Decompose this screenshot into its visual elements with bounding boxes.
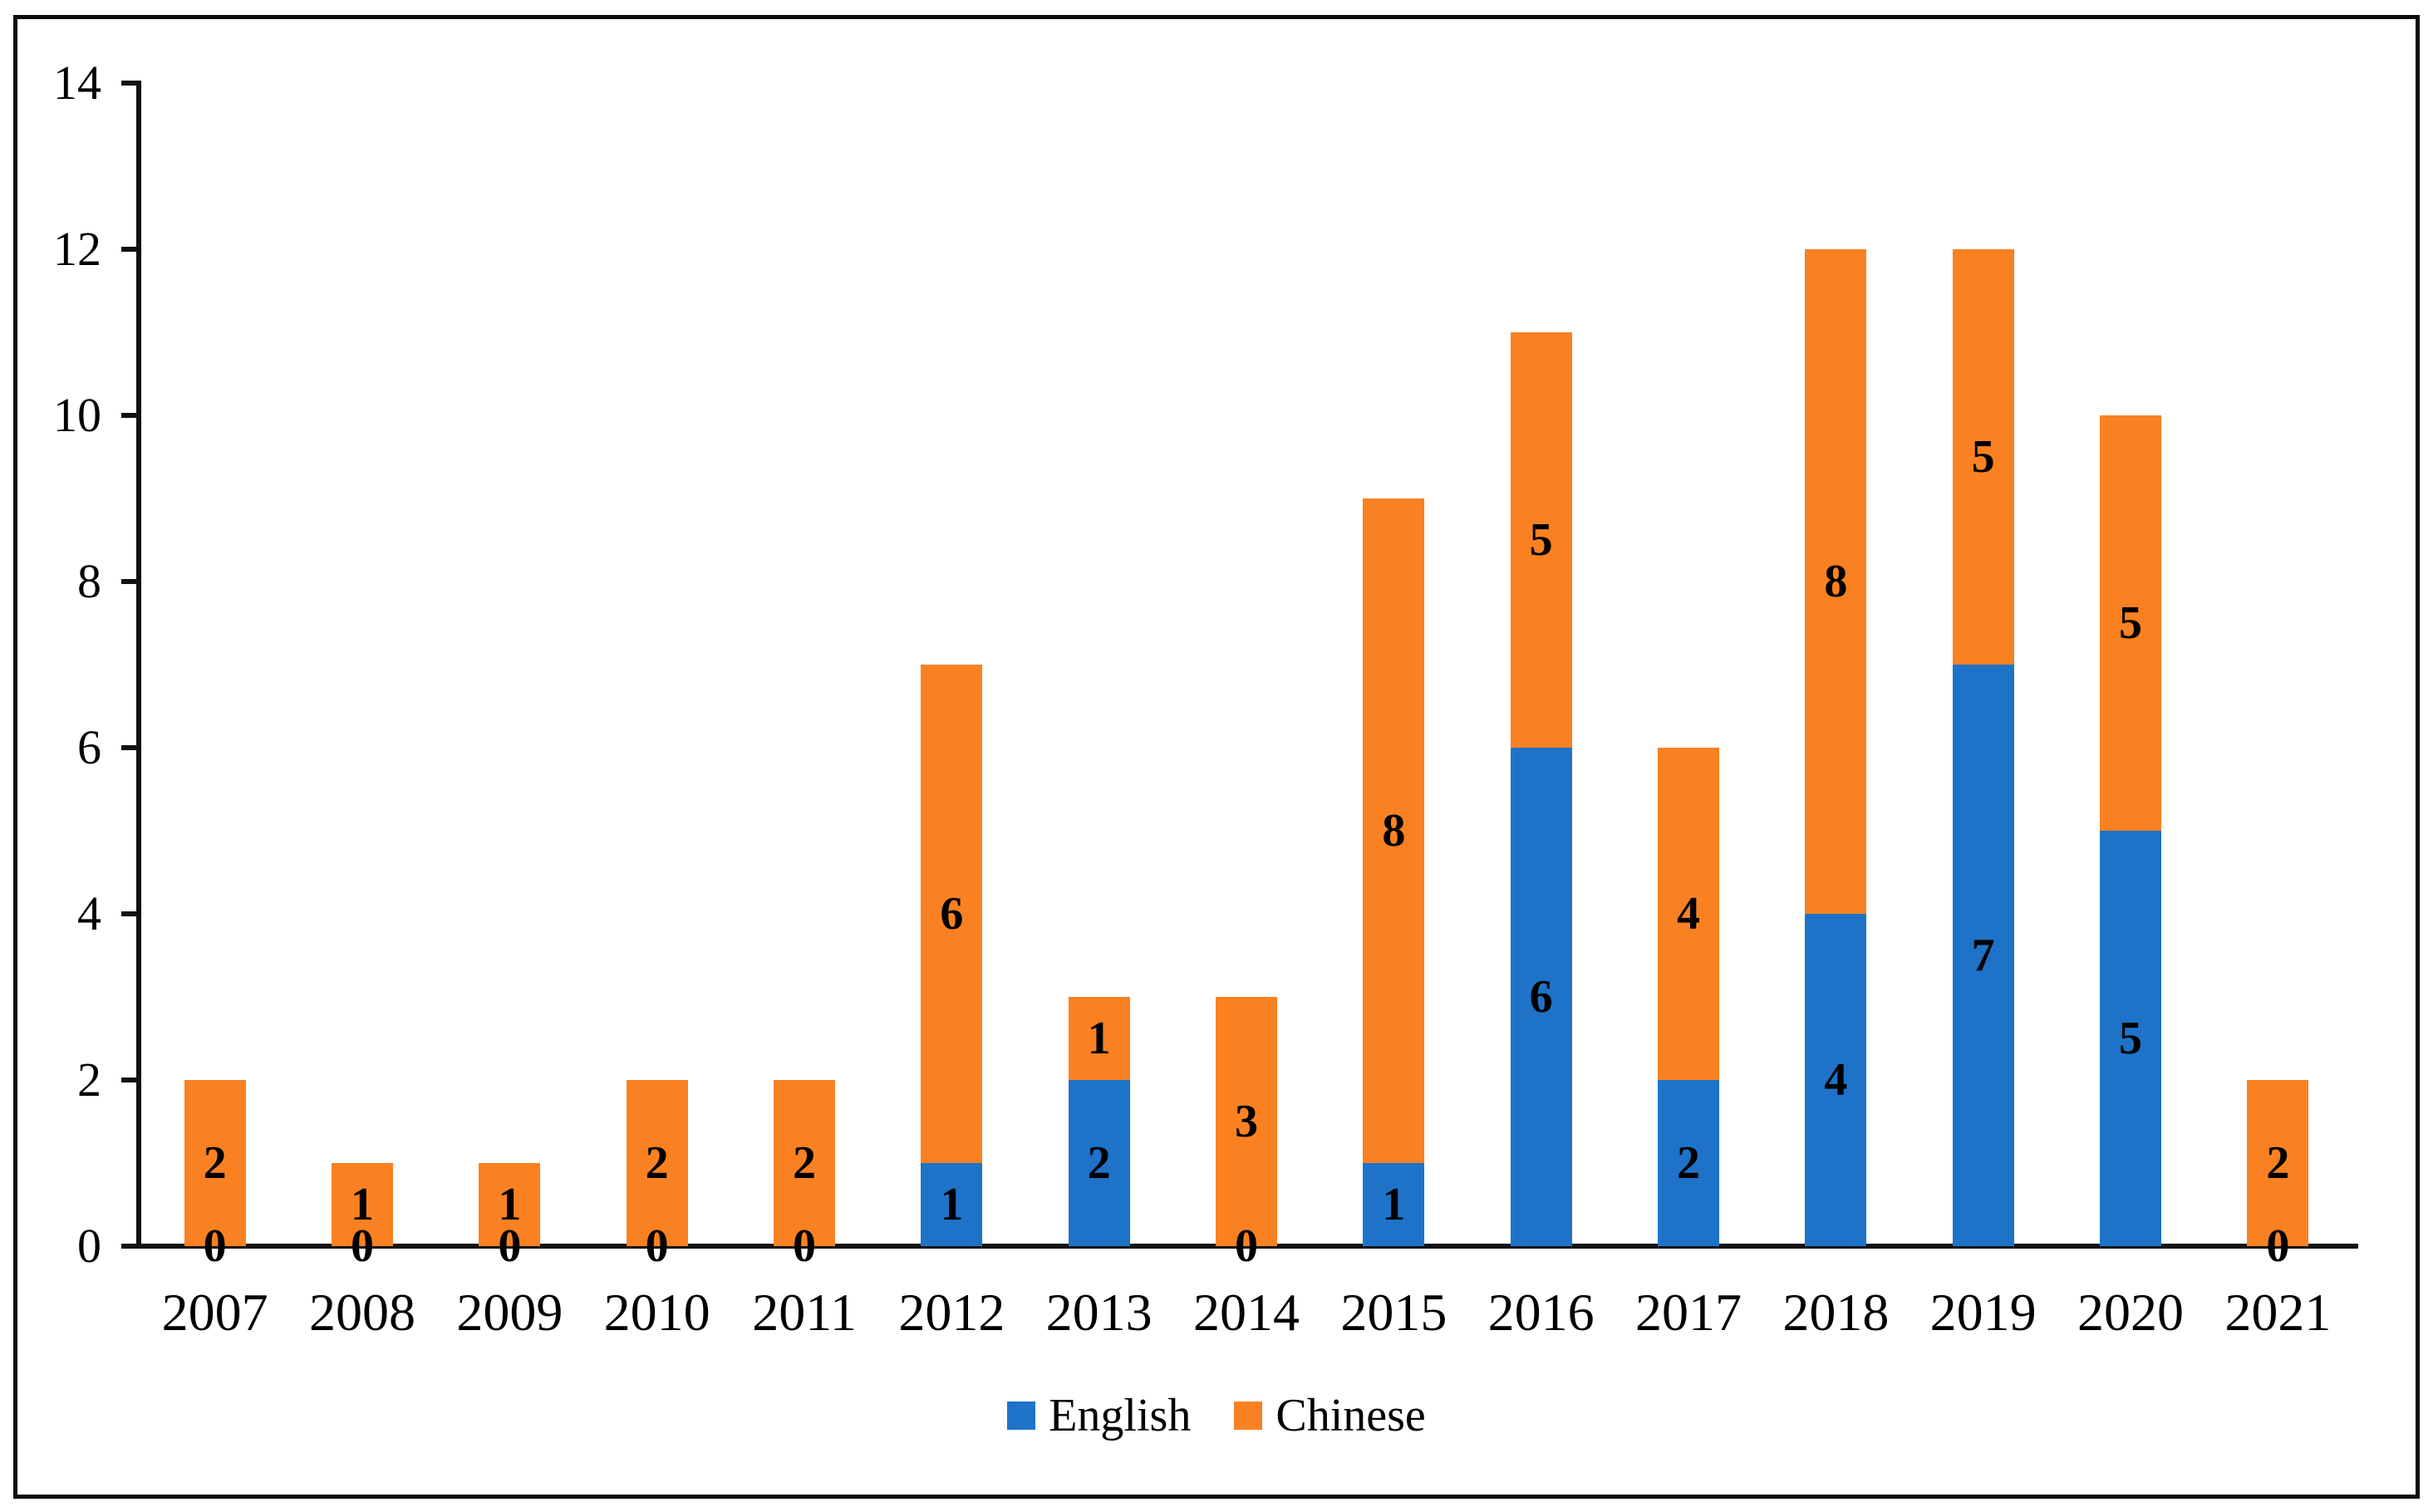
bar-value-chinese-2013: 1 — [1087, 1013, 1111, 1064]
y-axis-line — [136, 81, 141, 1249]
bar-segment-chinese-2019 — [1952, 249, 2014, 665]
bar-value-chinese-2020: 5 — [2119, 597, 2142, 649]
x-axis-year-label-2019: 2019 — [1929, 1283, 2037, 1342]
bar-segment-chinese-2007 — [184, 1080, 246, 1246]
y-axis-tick-6 — [121, 745, 137, 750]
bar-segment-chinese-2012 — [921, 665, 983, 1163]
bar-segment-chinese-2016 — [1510, 332, 1572, 748]
y-axis-tick-label-6: 6 — [77, 720, 101, 774]
bar-segment-english-2016 — [1510, 748, 1572, 1246]
bar-value-english-2020: 5 — [2119, 1013, 2142, 1064]
legend-item-chinese: Chinese — [1234, 1390, 1426, 1441]
y-axis-tick-8 — [121, 579, 137, 584]
bar-segment-english-2012 — [921, 1163, 983, 1246]
bar-value-english-2011: 0 — [793, 1220, 816, 1272]
bar-segment-chinese-2009 — [479, 1163, 541, 1246]
bar-value-chinese-2015: 8 — [1382, 805, 1406, 857]
bar-segment-chinese-2011 — [774, 1080, 835, 1246]
bar-value-english-2007: 0 — [203, 1220, 227, 1272]
bar-segment-chinese-2015 — [1363, 498, 1425, 1163]
bar-value-chinese-2021: 2 — [2266, 1137, 2290, 1189]
bar-value-english-2015: 1 — [1382, 1179, 1406, 1230]
y-axis-tick-label-2: 2 — [77, 1053, 101, 1107]
bar-value-english-2010: 0 — [645, 1220, 669, 1272]
figure-border — [13, 15, 2420, 1499]
x-axis-year-label-2017: 2017 — [1635, 1283, 1742, 1342]
y-axis-tick-2 — [121, 1078, 137, 1082]
x-axis-year-label-2021: 2021 — [2224, 1283, 2332, 1342]
bar-value-chinese-2008: 1 — [351, 1179, 374, 1230]
legend-item-english: English — [1007, 1392, 1191, 1439]
bar-segment-chinese-2014 — [1216, 997, 1277, 1246]
bar-segment-chinese-2013 — [1068, 997, 1130, 1080]
x-axis-year-label-2016: 2016 — [1487, 1283, 1595, 1342]
bar-segment-english-2015 — [1363, 1163, 1425, 1246]
bar-segment-chinese-2008 — [332, 1163, 393, 1246]
bar-value-english-2016: 6 — [1529, 971, 1553, 1023]
x-axis-year-label-2018: 2018 — [1782, 1283, 1890, 1342]
x-axis-year-label-2012: 2012 — [898, 1283, 1005, 1342]
x-axis-year-label-2020: 2020 — [2077, 1283, 2184, 1342]
bar-value-chinese-2009: 1 — [498, 1179, 522, 1230]
bar-value-chinese-2012: 6 — [940, 888, 964, 940]
bar-segment-english-2018 — [1805, 914, 1867, 1246]
bar-value-english-2017: 2 — [1677, 1137, 1700, 1189]
x-axis-year-label-2011: 2011 — [752, 1283, 857, 1342]
bar-value-english-2018: 4 — [1824, 1054, 1848, 1106]
bar-value-english-2019: 7 — [1971, 930, 1995, 981]
y-axis-tick-label-10: 10 — [53, 388, 101, 442]
x-axis-year-label-2010: 2010 — [603, 1283, 710, 1342]
bar-value-chinese-2011: 2 — [793, 1137, 816, 1189]
bar-value-english-2012: 1 — [940, 1179, 964, 1230]
bar-segment-chinese-2018 — [1805, 249, 1867, 914]
y-axis-tick-label-0: 0 — [77, 1219, 101, 1273]
x-axis-year-label-2013: 2013 — [1045, 1283, 1153, 1342]
y-axis-tick-0 — [121, 1244, 137, 1249]
bar-value-chinese-2016: 5 — [1529, 514, 1553, 566]
chinese-series-swatch-icon — [1234, 1402, 1263, 1430]
bar-segment-chinese-2010 — [626, 1080, 688, 1246]
x-axis-year-label-2007: 2007 — [161, 1283, 268, 1342]
x-axis-year-label-2009: 2009 — [456, 1283, 563, 1342]
bar-segment-english-2019 — [1952, 665, 2014, 1246]
y-axis-tick-label-4: 4 — [77, 886, 101, 940]
bar-value-english-2014: 0 — [1235, 1220, 1258, 1272]
bar-value-chinese-2010: 2 — [645, 1137, 669, 1189]
y-axis-tick-14 — [121, 81, 137, 86]
y-axis-tick-label-14: 14 — [53, 56, 101, 110]
english-series-swatch-icon — [1007, 1402, 1036, 1430]
x-axis-year-label-2008: 2008 — [309, 1283, 415, 1342]
x-axis-year-label-2015: 2015 — [1340, 1283, 1448, 1342]
bar-value-english-2013: 2 — [1087, 1137, 1111, 1189]
bar-value-english-2008: 0 — [351, 1220, 374, 1272]
bar-value-chinese-2018: 8 — [1824, 556, 1848, 607]
bar-segment-chinese-2017 — [1658, 748, 1719, 1080]
y-axis-tick-label-12: 12 — [53, 222, 101, 276]
y-axis-tick-10 — [121, 413, 137, 418]
bar-value-chinese-2019: 5 — [1971, 431, 1995, 483]
bar-value-chinese-2007: 2 — [203, 1137, 227, 1189]
bar-segment-chinese-2021 — [2247, 1080, 2309, 1246]
y-axis-tick-4 — [121, 911, 137, 916]
bar-value-english-2009: 0 — [498, 1220, 522, 1272]
y-axis-tick-12 — [121, 247, 137, 252]
x-axis-line — [136, 1244, 2358, 1249]
legend: English Chinese — [0, 1392, 2433, 1439]
legend-label-english: English — [1049, 1390, 1192, 1441]
bar-value-chinese-2017: 4 — [1677, 888, 1700, 940]
bar-segment-english-2020 — [2100, 831, 2161, 1246]
bar-segment-chinese-2020 — [2100, 415, 2161, 831]
bar-value-chinese-2014: 3 — [1235, 1096, 1258, 1147]
bar-segment-english-2017 — [1658, 1080, 1719, 1246]
x-axis-year-label-2014: 2014 — [1193, 1283, 1300, 1342]
legend-label-chinese: Chinese — [1275, 1390, 1426, 1441]
bar-segment-english-2013 — [1068, 1080, 1130, 1246]
bar-value-english-2021: 0 — [2266, 1220, 2290, 1272]
y-axis-tick-label-8: 8 — [77, 554, 101, 608]
